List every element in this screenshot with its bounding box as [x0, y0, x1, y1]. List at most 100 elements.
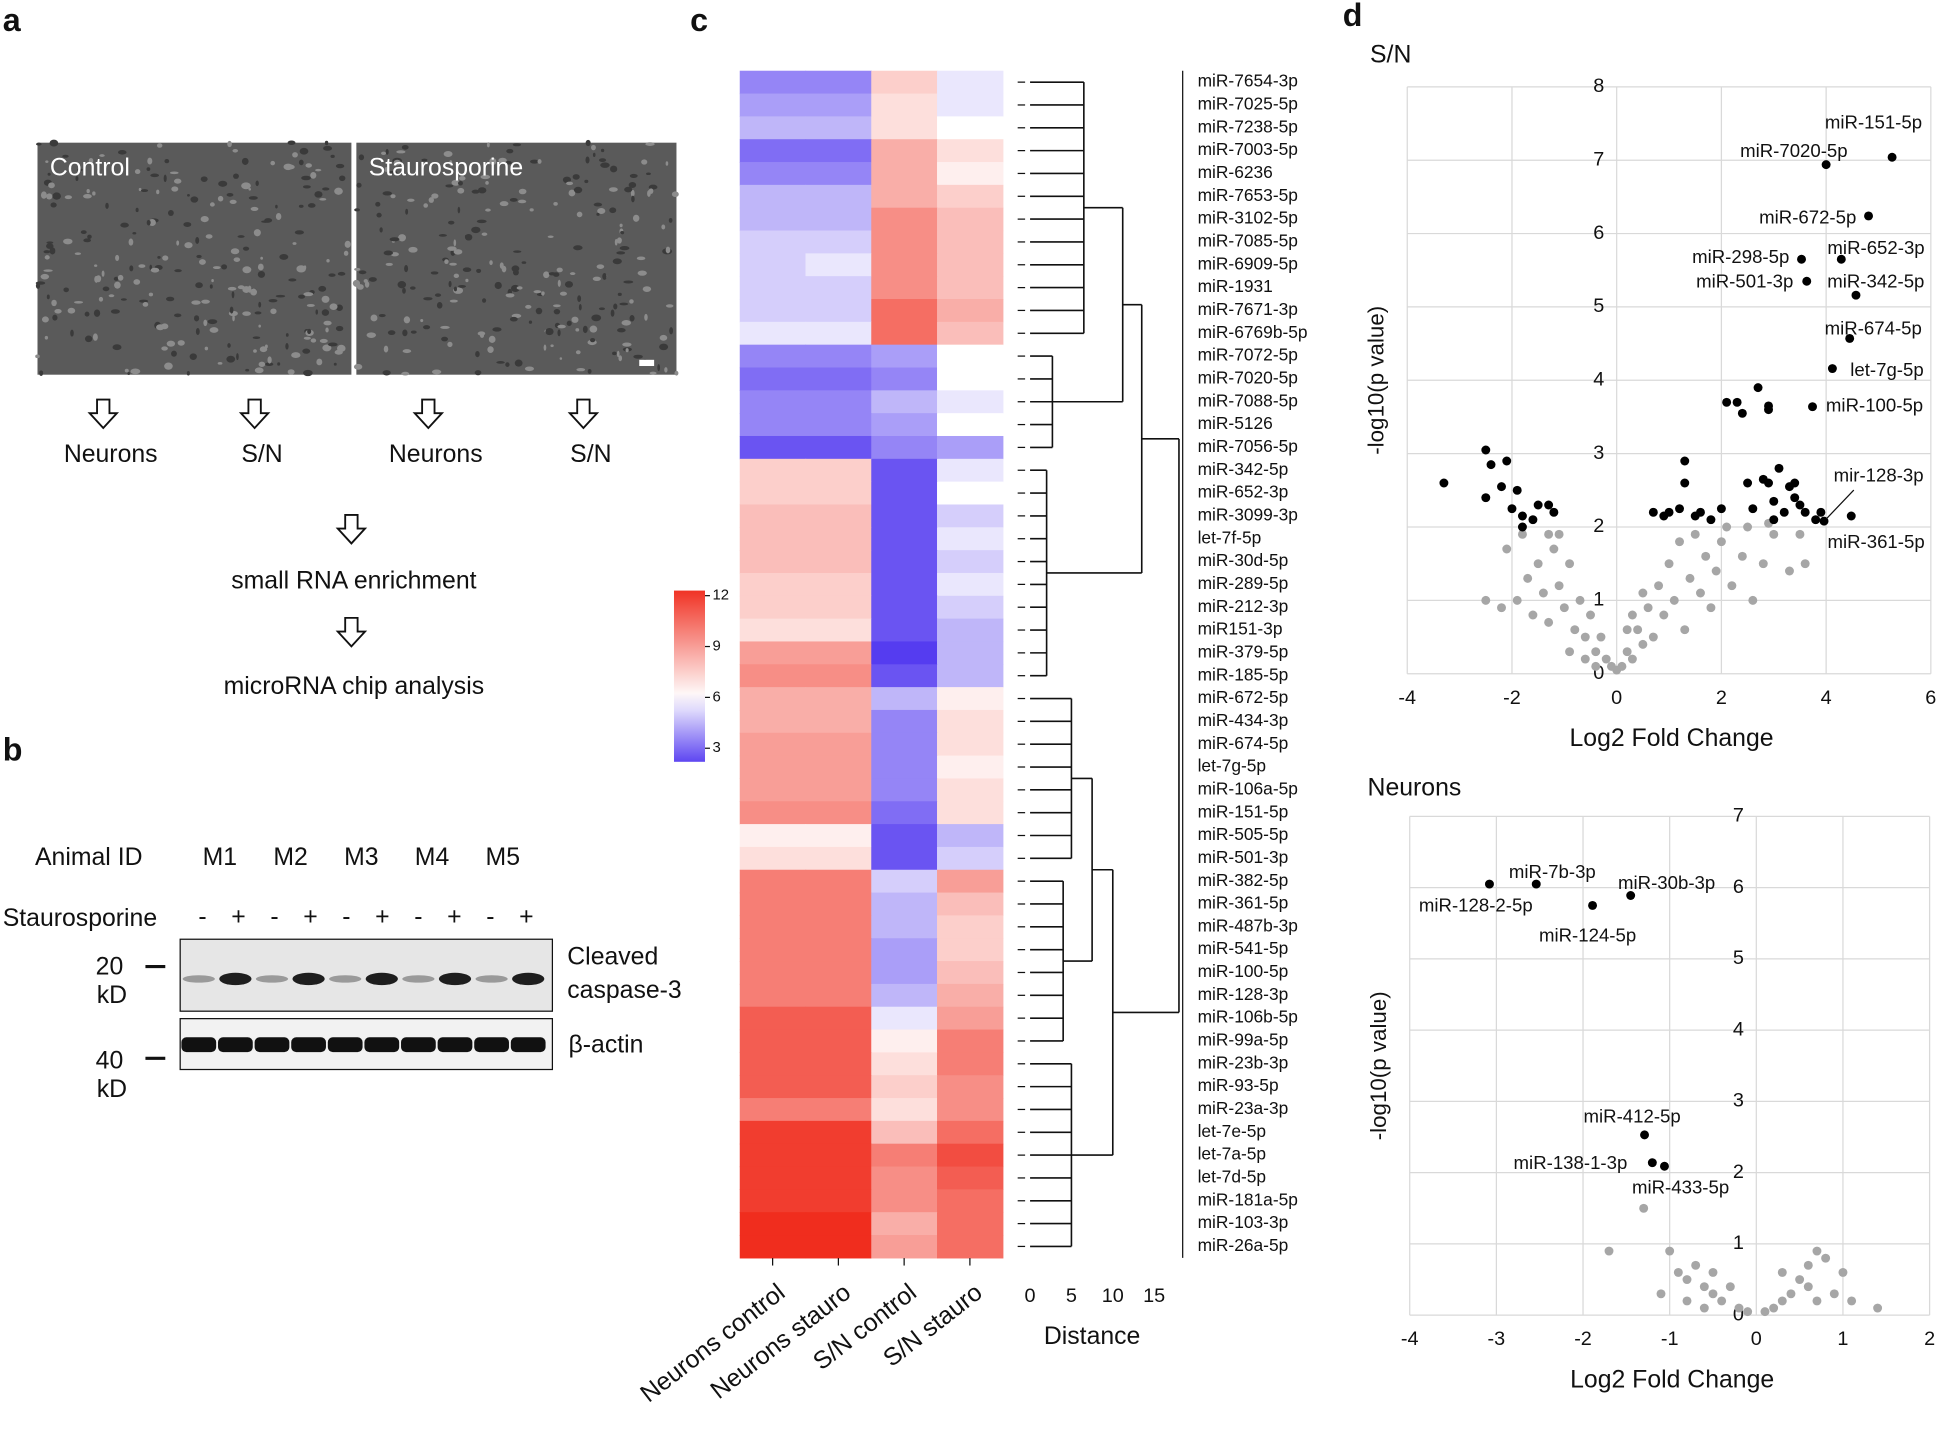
heat-cell — [805, 504, 872, 528]
cell — [474, 370, 482, 376]
point — [1743, 522, 1753, 532]
heat-cell — [739, 983, 807, 1008]
cell — [39, 370, 44, 376]
point — [1716, 537, 1726, 547]
cell — [410, 330, 417, 334]
cell — [307, 328, 312, 335]
cell — [232, 314, 235, 322]
cell — [334, 187, 343, 195]
cell — [298, 159, 304, 166]
cell — [481, 232, 488, 236]
cell — [669, 327, 674, 335]
heat-cell — [805, 664, 872, 688]
heat-cell — [739, 961, 807, 985]
point — [1627, 610, 1637, 620]
band — [401, 1037, 436, 1053]
cell — [505, 160, 512, 165]
cell — [242, 266, 252, 274]
cell — [94, 264, 98, 267]
cell — [499, 262, 504, 269]
row-label: miR-7653-5p — [1198, 185, 1298, 205]
point — [1821, 160, 1831, 170]
cell — [164, 362, 173, 370]
heat-cell — [871, 1029, 938, 1054]
row-label: miR-7238-5p — [1198, 116, 1298, 136]
cell — [323, 320, 332, 326]
point — [1827, 364, 1837, 374]
heat-cell — [871, 1235, 938, 1259]
heat-cell — [739, 367, 807, 391]
cell — [253, 229, 261, 237]
heat-cell — [739, 1166, 807, 1190]
cell — [189, 353, 197, 361]
micrograph — [356, 142, 677, 375]
distance-tick: 10 — [1102, 1285, 1124, 1307]
heat-cell — [871, 1052, 938, 1076]
point — [1779, 507, 1789, 517]
cell — [397, 281, 407, 289]
point — [1800, 559, 1810, 569]
row-label: let-7d-5p — [1198, 1167, 1267, 1187]
heat-cell — [739, 390, 807, 414]
point — [1675, 504, 1684, 514]
cell — [525, 304, 532, 309]
cell — [285, 343, 289, 350]
cell — [299, 147, 309, 155]
heat-cell — [805, 869, 872, 894]
cell — [404, 264, 409, 273]
cell — [492, 327, 502, 332]
heat-cell — [739, 618, 807, 643]
cell — [543, 271, 550, 279]
row-label: miR-1931 — [1198, 276, 1273, 296]
cell — [436, 302, 443, 309]
point — [1777, 1296, 1787, 1306]
cell — [102, 286, 110, 292]
cell — [671, 191, 679, 198]
heat-cell — [805, 367, 872, 391]
band — [218, 1037, 253, 1053]
point — [1528, 610, 1538, 620]
cell — [218, 180, 228, 187]
heat-cell — [937, 732, 1004, 757]
heat-cell — [739, 230, 807, 254]
cell — [191, 300, 201, 305]
heat-cell — [805, 550, 872, 574]
cell — [541, 291, 545, 296]
point — [1682, 1296, 1692, 1306]
cell — [617, 292, 622, 296]
point — [1722, 522, 1732, 532]
point — [1743, 478, 1753, 488]
cell — [254, 311, 262, 315]
cell — [277, 362, 281, 366]
cell — [489, 157, 497, 166]
heat-cell — [739, 1075, 807, 1099]
cell — [75, 176, 79, 182]
cell — [624, 186, 633, 193]
cell — [80, 230, 87, 235]
cell — [553, 272, 560, 277]
heat-cell — [871, 961, 938, 985]
y-tick-label: 6 — [1733, 876, 1744, 898]
treatment-sign: + — [303, 904, 317, 931]
heat-cell — [937, 869, 1004, 894]
point — [1769, 515, 1779, 525]
cell — [156, 324, 165, 331]
heat-cell — [871, 344, 938, 369]
heat-cell — [805, 162, 872, 186]
y-tick-label: 2 — [1593, 515, 1604, 537]
point — [1554, 581, 1564, 591]
cell — [327, 342, 338, 347]
cell — [485, 181, 489, 185]
cell — [124, 368, 129, 373]
cell — [242, 311, 251, 316]
cell — [45, 160, 49, 163]
heat-cell — [805, 299, 872, 323]
heat-cell — [871, 299, 938, 323]
cell — [575, 247, 579, 251]
heat-cell — [871, 938, 938, 962]
point-label: miR-30b-3p — [1618, 872, 1715, 893]
y-tick-label: 0 — [1593, 662, 1604, 684]
cell — [591, 314, 602, 322]
cell — [628, 181, 637, 189]
scale-bar — [639, 359, 655, 367]
